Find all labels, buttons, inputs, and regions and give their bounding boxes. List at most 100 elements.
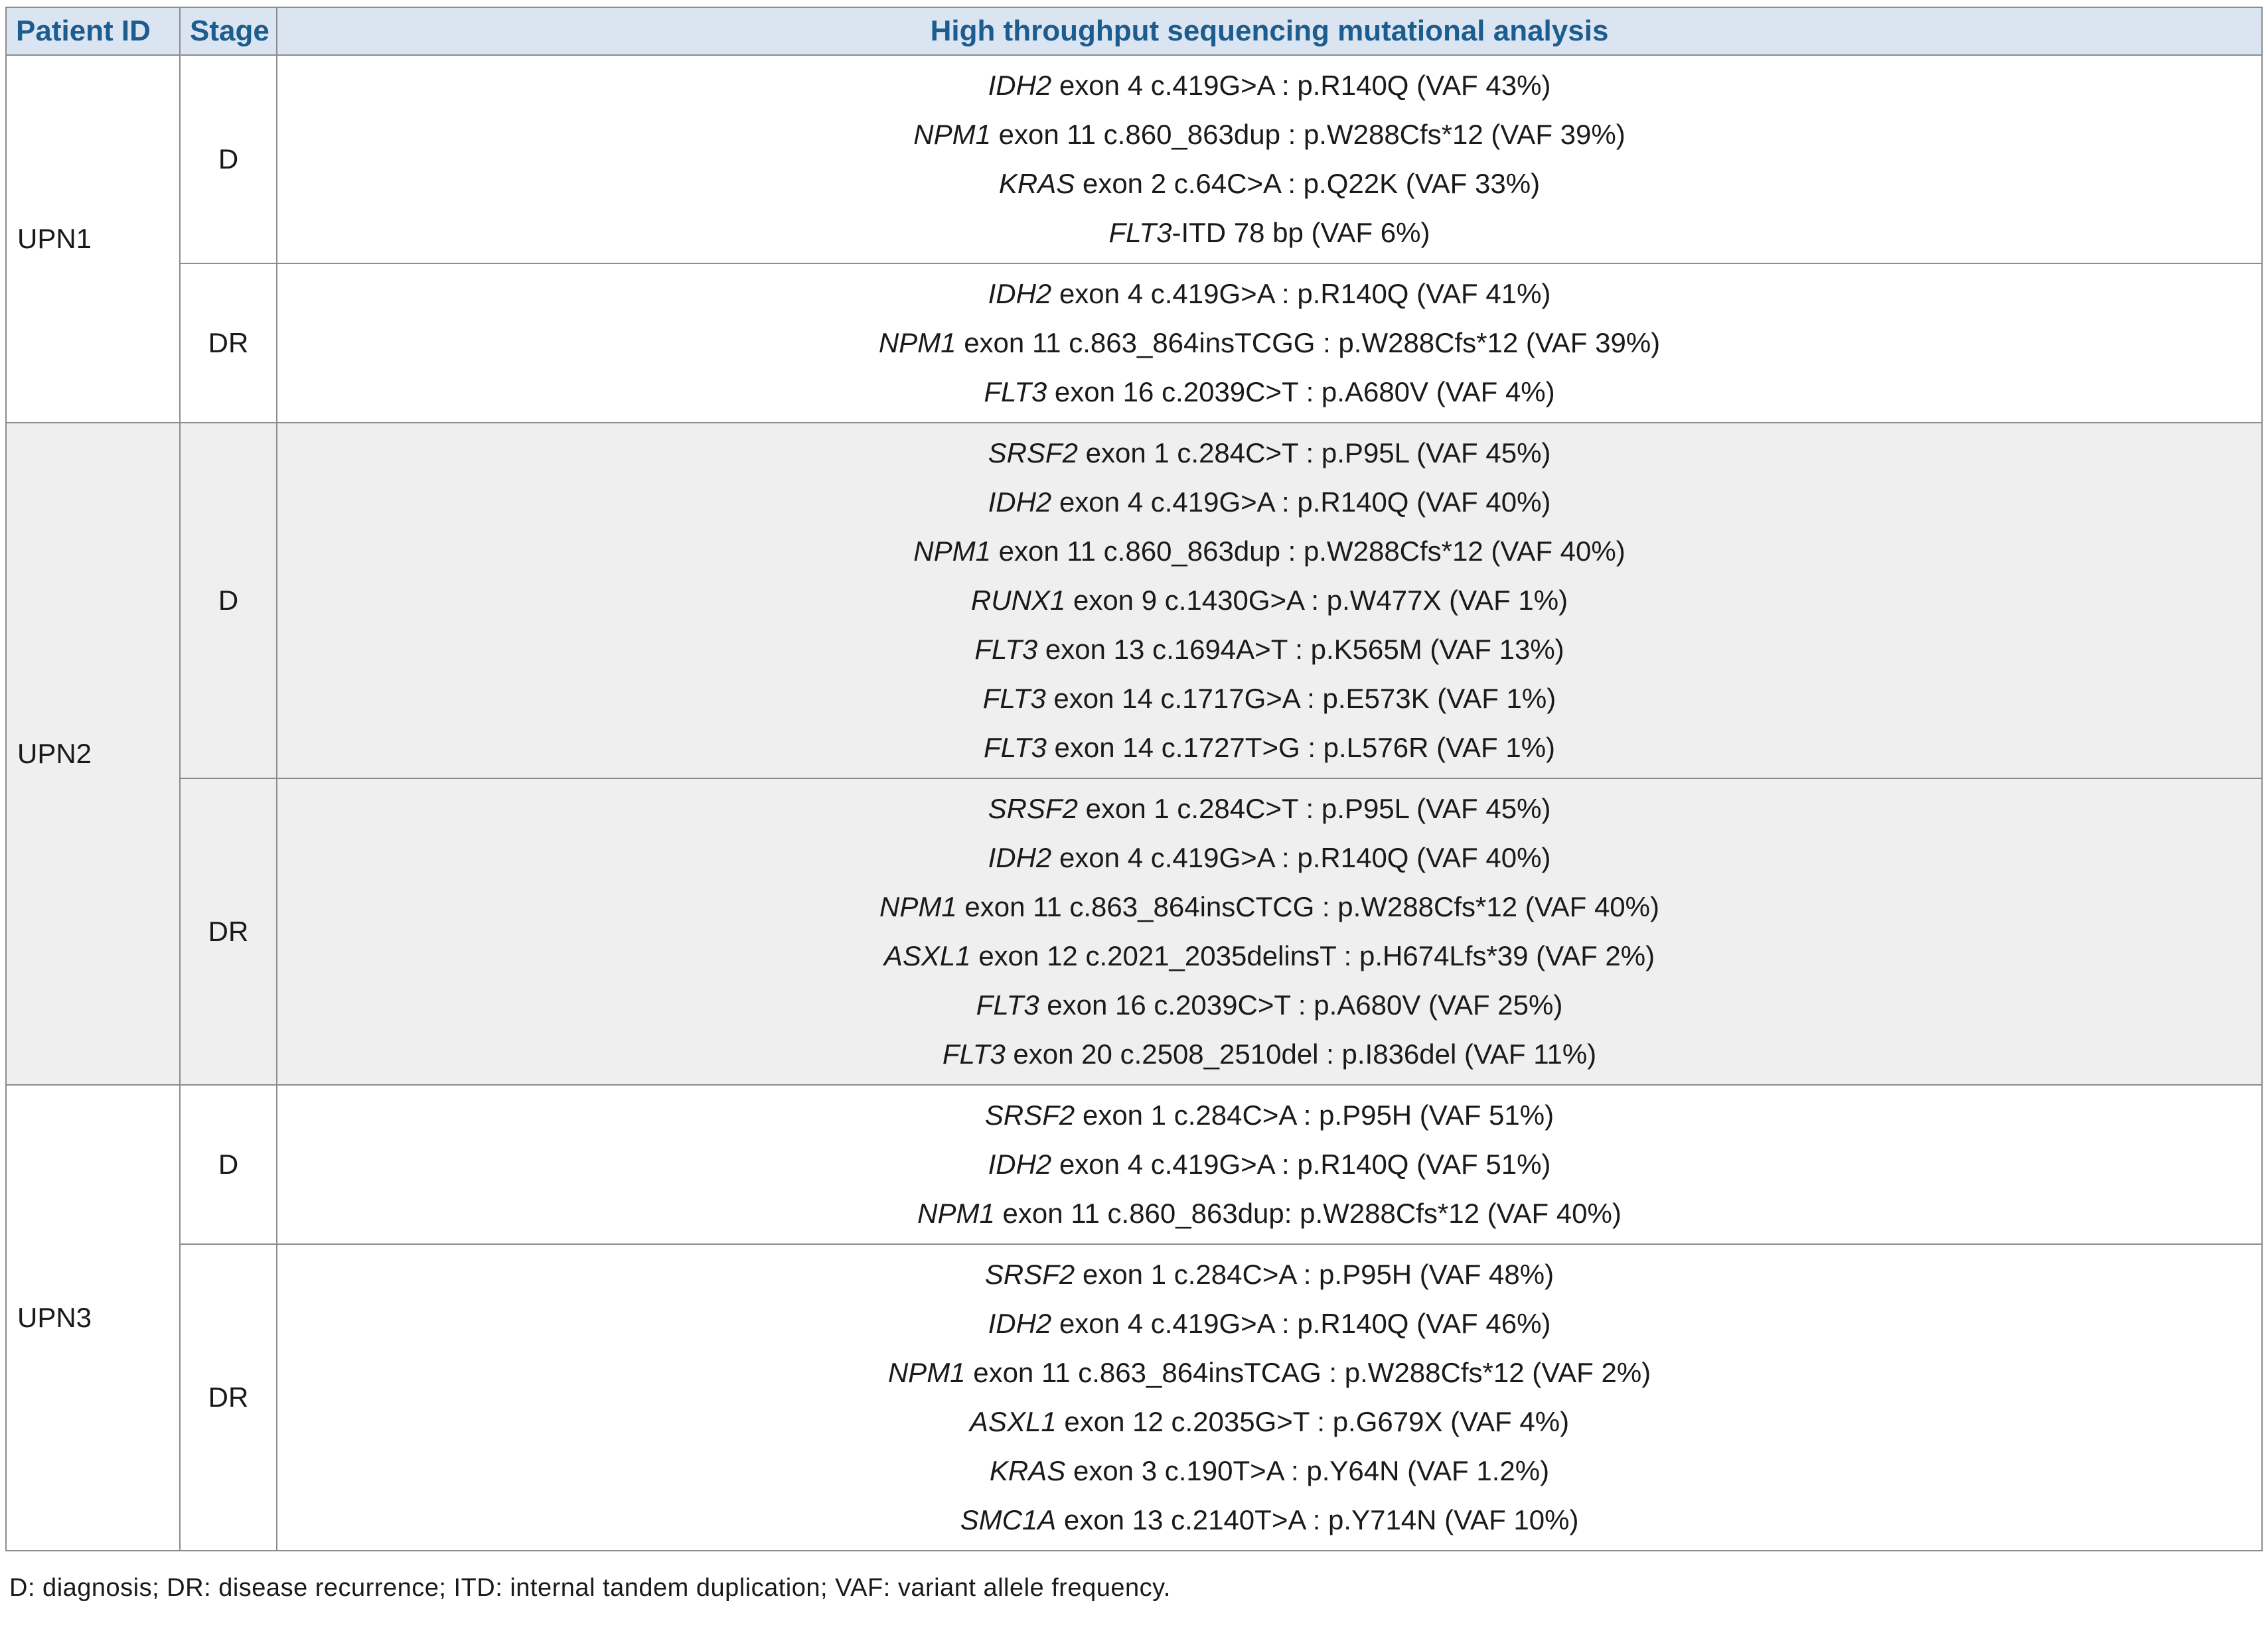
gene-name: IDH2 <box>988 70 1052 101</box>
mutation-line: FLT3 exon 16 c.2039C>T : p.A680V (VAF 4%… <box>284 368 2255 417</box>
gene-name: IDH2 <box>988 278 1052 309</box>
mutation-detail: exon 4 c.419G>A : p.R140Q (VAF 51%) <box>1051 1149 1551 1180</box>
mutation-detail: exon 11 c.863_864insCTCG : p.W288Cfs*12 … <box>956 891 1659 922</box>
mutation-line: FLT3-ITD 78 bp (VAF 6%) <box>284 208 2255 257</box>
mutation-detail: exon 14 c.1717G>A : p.E573K (VAF 1%) <box>1045 683 1556 714</box>
mutation-detail: exon 16 c.2039C>T : p.A680V (VAF 25%) <box>1039 989 1563 1021</box>
mutation-line: RUNX1 exon 9 c.1430G>A : p.W477X (VAF 1%… <box>284 576 2255 625</box>
mutation-line: FLT3 exon 13 c.1694A>T : p.K565M (VAF 13… <box>284 625 2255 674</box>
table-row: DR SRSF2 exon 1 c.284C>T : p.P95L (VAF 45… <box>6 778 2263 1086</box>
mutation-line: ASXL1 exon 12 c.2021_2035delinsT : p.H67… <box>284 932 2255 981</box>
mutation-line: NPM1 exon 11 c.860_863dup : p.W288Cfs*12… <box>284 110 2255 159</box>
stage-cell: D <box>179 54 277 264</box>
gene-name: FLT3 <box>983 732 1047 763</box>
mutation-detail: exon 9 c.1430G>A : p.W477X (VAF 1%) <box>1065 585 1568 616</box>
mutation-detail: exon 4 c.419G>A : p.R140Q (VAF 40%) <box>1051 842 1551 873</box>
mutation-detail: exon 4 c.419G>A : p.R140Q (VAF 43%) <box>1051 70 1551 101</box>
mutation-detail: exon 11 c.860_863dup : p.W288Cfs*12 (VAF… <box>991 535 1625 567</box>
mutations-cell: IDH2 exon 4 c.419G>A : p.R140Q (VAF 41%)… <box>276 263 2263 423</box>
mutation-line: SMC1A exon 13 c.2140T>A : p.Y714N (VAF 1… <box>284 1496 2255 1545</box>
header-row: Patient ID Stage High throughput sequenc… <box>5 7 2263 56</box>
mutation-line: SRSF2 exon 1 c.284C>A : p.P95H (VAF 48%) <box>284 1250 2255 1299</box>
mutation-line: KRAS exon 2 c.64C>A : p.Q22K (VAF 33%) <box>284 159 2255 208</box>
table-header: Patient ID Stage High throughput sequenc… <box>5 7 2263 56</box>
mutations-cell: SRSF2 exon 1 c.284C>A : p.P95H (VAF 48%)… <box>276 1243 2263 1551</box>
mutation-detail: exon 1 c.284C>A : p.P95H (VAF 51%) <box>1075 1099 1554 1131</box>
mutation-line: IDH2 exon 4 c.419G>A : p.R140Q (VAF 40%) <box>284 833 2255 883</box>
mutation-line: IDH2 exon 4 c.419G>A : p.R140Q (VAF 46%) <box>284 1299 2255 1348</box>
gene-name: FLT3 <box>974 634 1038 665</box>
gene-name: KRAS <box>998 168 1075 199</box>
mutation-line: FLT3 exon 20 c.2508_2510del : p.I836del … <box>284 1030 2255 1079</box>
table-row: UPN1 D IDH2 exon 4 c.419G>A : p.R140Q (VAF… <box>5 54 2263 423</box>
mutation-line: NPM1 exon 11 c.860_863dup: p.W288Cfs*12 … <box>284 1189 2255 1238</box>
gene-name: IDH2 <box>988 1149 1052 1180</box>
mutation-line: NPM1 exon 11 c.863_864insTCAG : p.W288Cf… <box>284 1348 2255 1397</box>
header-analysis: High throughput sequencing mutational an… <box>276 7 2263 56</box>
mutation-line: FLT3 exon 14 c.1727T>G : p.L576R (VAF 1%… <box>284 723 2255 772</box>
gene-name: FLT3 <box>942 1038 1006 1070</box>
patient-id-cell: UPN3 <box>5 1084 181 1551</box>
mutation-detail: -ITD 78 bp (VAF 6%) <box>1172 217 1430 248</box>
gene-name: FLT3 <box>976 989 1039 1021</box>
mutation-detail: exon 12 c.2021_2035delinsT : p.H674Lfs*3… <box>970 940 1655 971</box>
gene-name: FLT3 <box>984 376 1047 407</box>
gene-name: SRSF2 <box>984 1259 1075 1290</box>
gene-name: NPM1 <box>878 327 956 358</box>
mutation-detail: exon 2 c.64C>A : p.Q22K (VAF 33%) <box>1075 168 1541 199</box>
mutation-detail: exon 20 c.2508_2510del : p.I836del (VAF … <box>1005 1038 1597 1070</box>
mutation-line: IDH2 exon 4 c.419G>A : p.R140Q (VAF 40%) <box>284 478 2255 527</box>
gene-name: IDH2 <box>988 486 1052 518</box>
gene-name: ASXL1 <box>883 940 971 971</box>
stage-cell: DR <box>179 1243 277 1551</box>
mutation-detail: exon 11 c.863_864insTCGG : p.W288Cfs*12 … <box>956 327 1661 358</box>
gene-name: IDH2 <box>988 1308 1052 1339</box>
mutations-cell: SRSF2 exon 1 c.284C>T : p.P95L (VAF 45%)… <box>276 422 2263 779</box>
footnote: D: diagnosis; DR: disease recurrence; IT… <box>9 1574 1171 1602</box>
header-patient-id: Patient ID <box>5 7 181 56</box>
gene-name: SRSF2 <box>984 1099 1075 1131</box>
stage-cell: D <box>179 1084 277 1245</box>
gene-name: FLT3 <box>982 683 1046 714</box>
mutation-table: Patient ID Stage High throughput sequenc… <box>5 7 2263 1551</box>
mutations-cell: SRSF2 exon 1 c.284C>T : p.P95L (VAF 45%)… <box>276 778 2263 1086</box>
mutation-line: FLT3 exon 14 c.1717G>A : p.E573K (VAF 1%… <box>284 674 2255 723</box>
mutation-line: SRSF2 exon 1 c.284C>A : p.P95H (VAF 51%) <box>284 1091 2255 1140</box>
mutation-detail: exon 4 c.419G>A : p.R140Q (VAF 40%) <box>1051 486 1551 518</box>
table-row: DR IDH2 exon 4 c.419G>A : p.R140Q (VAF 41… <box>6 263 2263 423</box>
patient-id-cell: UPN2 <box>5 422 181 1086</box>
mutation-detail: exon 1 c.284C>T : p.P95L (VAF 45%) <box>1077 437 1551 468</box>
mutation-line: IDH2 exon 4 c.419G>A : p.R140Q (VAF 41%) <box>284 269 2255 319</box>
gene-name: NPM1 <box>913 119 991 150</box>
stage-cell: DR <box>179 263 277 423</box>
mutation-detail: exon 4 c.419G>A : p.R140Q (VAF 41%) <box>1051 278 1551 309</box>
mutation-detail: exon 11 c.860_863dup: p.W288Cfs*12 (VAF … <box>994 1198 1622 1229</box>
gene-name: NPM1 <box>887 1357 966 1388</box>
gene-name: NPM1 <box>913 535 991 567</box>
mutation-detail: exon 4 c.419G>A : p.R140Q (VAF 46%) <box>1051 1308 1551 1339</box>
mutation-line: KRAS exon 3 c.190T>A : p.Y64N (VAF 1.2%) <box>284 1447 2255 1496</box>
mutation-detail: exon 11 c.863_864insTCAG : p.W288Cfs*12 … <box>965 1357 1651 1388</box>
stage-cell: DR <box>179 778 277 1086</box>
mutations-cell: IDH2 exon 4 c.419G>A : p.R140Q (VAF 43%)… <box>276 54 2263 264</box>
mutation-line: IDH2 exon 4 c.419G>A : p.R140Q (VAF 43%) <box>284 61 2255 110</box>
mutation-line: ASXL1 exon 12 c.2035G>T : p.G679X (VAF 4… <box>284 1397 2255 1447</box>
mutation-line: SRSF2 exon 1 c.284C>T : p.P95L (VAF 45%) <box>284 784 2255 833</box>
gene-name: NPM1 <box>879 891 957 922</box>
table-row: DR SRSF2 exon 1 c.284C>A : p.P95H (VAF 48… <box>6 1243 2263 1551</box>
mutation-detail: exon 13 c.2140T>A : p.Y714N (VAF 10%) <box>1056 1504 1579 1535</box>
gene-name: RUNX1 <box>970 585 1066 616</box>
table-row: UPN3 D SRSF2 exon 1 c.284C>A : p.P95H (VAF… <box>5 1084 2263 1551</box>
mutation-line: NPM1 exon 11 c.860_863dup : p.W288Cfs*12… <box>284 527 2255 576</box>
header-stage: Stage <box>179 7 277 56</box>
gene-name: NPM1 <box>917 1198 995 1229</box>
mutations-cell: SRSF2 exon 1 c.284C>A : p.P95H (VAF 51%)… <box>276 1084 2263 1245</box>
patient-id-cell: UPN1 <box>5 54 181 423</box>
gene-name: SMC1A <box>960 1504 1057 1535</box>
mutation-detail: exon 13 c.1694A>T : p.K565M (VAF 13%) <box>1037 634 1564 665</box>
mutation-line: NPM1 exon 11 c.863_864insTCGG : p.W288Cf… <box>284 319 2255 368</box>
gene-name: ASXL1 <box>969 1406 1057 1437</box>
mutation-detail: exon 3 c.190T>A : p.Y64N (VAF 1.2%) <box>1065 1455 1550 1486</box>
mutation-detail: exon 16 c.2039C>T : p.A680V (VAF 4%) <box>1047 376 1555 407</box>
